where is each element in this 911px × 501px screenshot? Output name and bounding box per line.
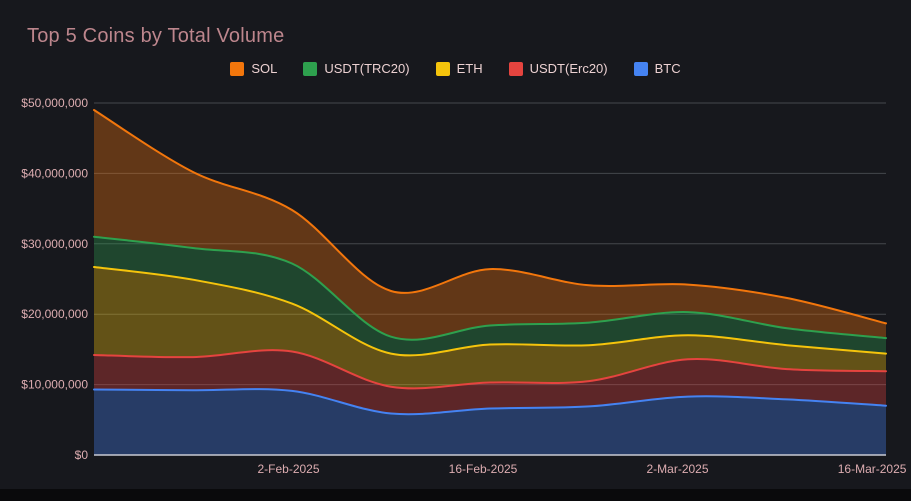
area-usdt-trc20-: [94, 236, 886, 356]
legend-item-usdt-erc20-[interactable]: USDT(Erc20): [508, 61, 608, 76]
legend-item-usdt-trc20-[interactable]: USDT(TRC20): [303, 61, 410, 76]
legend-item-btc[interactable]: BTC: [633, 61, 681, 76]
legend-label: USDT(Erc20): [529, 61, 608, 76]
x-tick-label: 2-Feb-2025: [257, 462, 319, 476]
line-sol: [93, 109, 887, 325]
line-usdt-trc20-: [93, 235, 887, 341]
y-tick-label: $50,000,000: [21, 96, 88, 110]
legend-label: BTC: [654, 61, 681, 76]
y-tick-label: $0: [75, 448, 89, 462]
y-tick-label: $20,000,000: [21, 307, 88, 321]
line-usdt-erc20-: [93, 349, 887, 390]
area-eth: [94, 267, 886, 389]
bottom-bar: [0, 489, 911, 501]
legend-swatch: [230, 61, 245, 76]
y-tick-label: $10,000,000: [21, 378, 88, 392]
line-btc: [93, 388, 887, 416]
legend-swatch: [303, 61, 318, 76]
legend-swatch: [633, 61, 648, 76]
area-usdt-erc20-: [94, 350, 886, 415]
x-tick-label: 16-Mar-2025: [838, 462, 907, 476]
y-tick-label: $30,000,000: [21, 237, 88, 251]
legend-swatch: [508, 61, 523, 76]
page-title: Top 5 Coins by Total Volume: [27, 25, 285, 47]
x-tick-label: 16-Feb-2025: [449, 462, 518, 476]
legend-swatch: [435, 61, 450, 76]
legend: SOL USDT(TRC20) ETH USDT(Erc20) BTC: [0, 61, 911, 76]
legend-label: SOL: [251, 61, 278, 76]
x-tick-label: 2-Mar-2025: [646, 462, 708, 476]
line-eth: [93, 266, 887, 357]
y-tick-label: $40,000,000: [21, 166, 88, 180]
legend-label: USDT(TRC20): [324, 61, 410, 76]
area-sol: [94, 110, 886, 340]
legend-label: ETH: [456, 61, 483, 76]
legend-item-sol[interactable]: SOL: [230, 61, 277, 76]
legend-item-eth[interactable]: ETH: [435, 61, 483, 76]
area-btc: [94, 389, 886, 455]
